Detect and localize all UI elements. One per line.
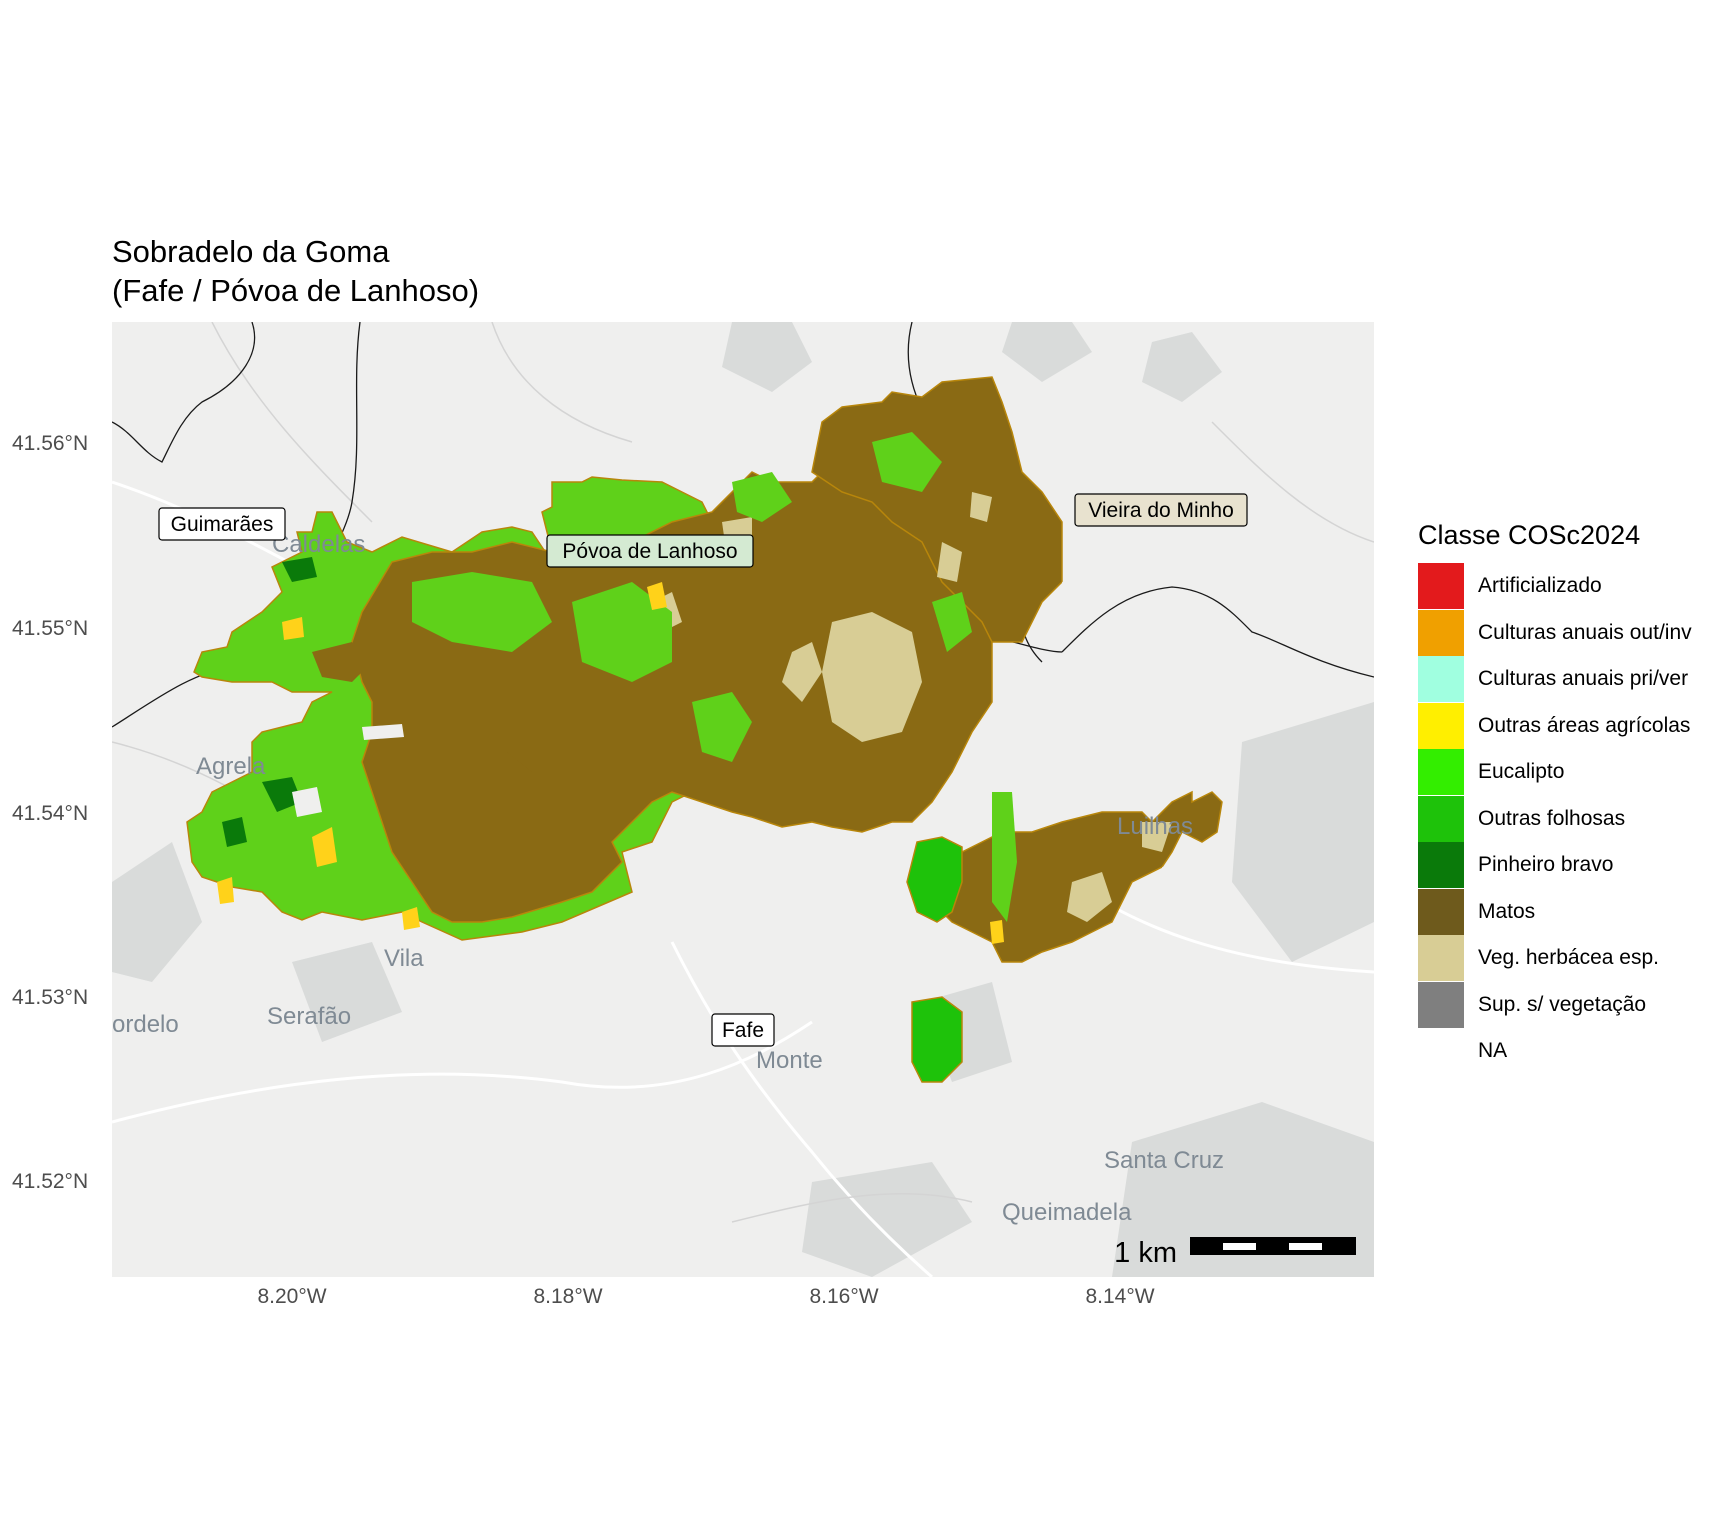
place-label-vieira-do-minho: Vieira do Minho	[1074, 493, 1248, 527]
legend-label: Culturas anuais pri/ver	[1478, 667, 1689, 690]
legend-swatch	[1418, 749, 1464, 795]
legend-label: Matos	[1478, 899, 1536, 923]
legend-swatch	[1418, 1028, 1464, 1074]
x-tick-label: 8.20°W	[257, 1285, 327, 1308]
basemap-label-serafao: Serafão	[267, 1003, 351, 1030]
y-tick-label: 41.56°N	[12, 432, 89, 455]
legend-label: Pinheiro bravo	[1478, 853, 1614, 876]
basemap-label-ordelo: ordelo	[112, 1011, 179, 1038]
basemap-patches	[112, 322, 1374, 1277]
legend-item: NA	[1418, 1028, 1507, 1074]
legend-swatch	[1418, 795, 1464, 842]
legend-label: Eucalipto	[1478, 760, 1565, 783]
landcover-small-south	[911, 996, 963, 1083]
legend-item: Culturas anuais out/inv	[1418, 609, 1692, 656]
landcover-se-green	[906, 836, 963, 923]
legend-swatch	[1418, 981, 1464, 1028]
legend-label: Sup. s/ vegetação	[1478, 992, 1647, 1016]
scale-bar: 1 km	[1114, 1237, 1356, 1269]
svg-text:Vieira do Minho: Vieira do Minho	[1088, 499, 1234, 522]
legend-swatch	[1418, 935, 1464, 981]
y-tick-label: 41.52°N	[12, 1170, 89, 1193]
basemap-label-santa-cruz: Santa Cruz	[1104, 1147, 1224, 1174]
x-tick-label: 8.18°W	[533, 1285, 603, 1308]
basemap-label-agrela: Agrela	[196, 753, 266, 780]
legend-item: Outras folhosas	[1418, 795, 1626, 842]
map-title: Sobradelo da Goma (Fafe / Póvoa de Lanho…	[112, 232, 479, 310]
basemap-label-monte: Monte	[756, 1047, 823, 1074]
legend-label: Culturas anuais out/inv	[1478, 620, 1692, 644]
basemap-labels: Caldelas Agrela Serafão ordelo Monte Lui…	[112, 531, 1224, 1226]
legend-swatch	[1418, 563, 1464, 609]
landcover-area	[186, 376, 1223, 1083]
legend-swatch	[1418, 888, 1464, 935]
place-label-fafe: Fafe	[711, 1013, 775, 1047]
legend-swatch	[1418, 702, 1464, 749]
basemap-label-vila: Vila	[384, 945, 424, 972]
legend-label: Veg. herbácea esp.	[1478, 946, 1659, 969]
basemap-label-queimadela: Queimadela	[1002, 1199, 1132, 1226]
legend-item: Eucalipto	[1418, 749, 1564, 795]
legend-item: Sup. s/ vegetação	[1418, 981, 1647, 1028]
scale-bar-label: 1 km	[1114, 1237, 1177, 1269]
basemap-label-caldelas: Caldelas	[272, 531, 365, 558]
legend-item: Culturas anuais pri/ver	[1418, 656, 1688, 702]
svg-text:Fafe: Fafe	[722, 1019, 764, 1042]
legend-item: Outras áreas agrícolas	[1418, 702, 1691, 749]
legend-label: Outras folhosas	[1478, 806, 1626, 830]
basemap-label-luilhas: Luilhas	[1117, 813, 1193, 840]
legend-label: Artificializado	[1478, 574, 1602, 597]
matos-patches-west	[312, 642, 572, 872]
legend-swatch	[1418, 842, 1464, 888]
nodata-holes	[292, 577, 1197, 887]
forest-patches	[412, 432, 1017, 922]
svg-text:Póvoa de Lanhoso: Póvoa de Lanhoso	[562, 540, 737, 563]
legend-swatch	[1418, 656, 1464, 702]
title-line-2: (Fafe / Póvoa de Lanhoso)	[112, 273, 480, 308]
place-label-povoa-de-lanhoso: Póvoa de Lanhoso	[546, 534, 754, 568]
title-line-1: Sobradelo da Goma	[112, 234, 390, 269]
agricultural-patches	[217, 582, 1004, 944]
x-tick-label: 8.14°W	[1085, 1285, 1155, 1308]
legend-label: Outras áreas agrícolas	[1478, 713, 1691, 737]
place-labels: Guimarães Póvoa de Lanhoso Vieira do Min…	[158, 493, 1248, 1047]
svg-text:Guimarães: Guimarães	[171, 513, 274, 536]
legend-label: NA	[1478, 1039, 1508, 1062]
legend-title: Classe COSc2024	[1418, 520, 1641, 550]
legend-item: Artificializado	[1418, 563, 1602, 609]
legend-item: Pinheiro bravo	[1418, 842, 1613, 888]
legend-item: Veg. herbácea esp.	[1418, 935, 1659, 981]
y-tick-label: 41.55°N	[12, 617, 89, 640]
map-svg: Caldelas Agrela Serafão ordelo Monte Lui…	[112, 322, 1374, 1277]
y-tick-label: 41.53°N	[12, 986, 89, 1009]
x-tick-label: 8.16°W	[809, 1285, 879, 1308]
y-tick-label: 41.54°N	[12, 802, 89, 825]
pinheiro-patches	[222, 557, 317, 847]
legend-item: Matos	[1418, 888, 1536, 935]
place-label-guimaraes: Guimarães	[158, 507, 286, 541]
legend-swatch	[1418, 609, 1464, 656]
map-panel[interactable]: Caldelas Agrela Serafão ordelo Monte Lui…	[112, 322, 1374, 1277]
